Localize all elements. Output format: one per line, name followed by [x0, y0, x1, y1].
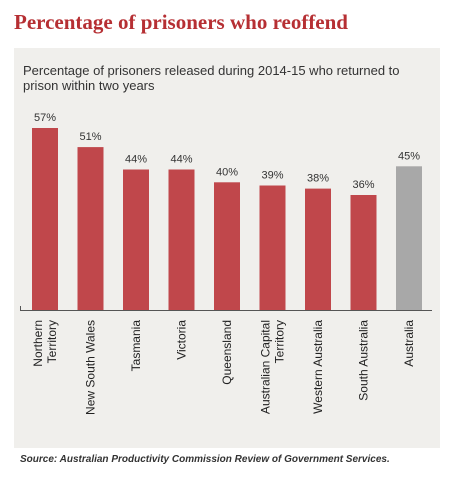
- chart-title: Percentage of prisoners who reoffend: [14, 10, 348, 34]
- bar-south-australia: [350, 195, 377, 310]
- data-label: 40%: [216, 166, 238, 178]
- source-note: Source: Australian Productivity Commissi…: [20, 454, 390, 465]
- chart-subtitle: Percentage of prisoners released during …: [23, 63, 400, 93]
- data-label: 44%: [125, 154, 147, 166]
- bar-new-south-wales: [77, 147, 104, 310]
- category-label: Australia: [402, 320, 416, 367]
- data-label: 57%: [34, 112, 56, 124]
- category-label: Northern Territory: [31, 320, 59, 367]
- category-label-line: Tasmania: [129, 320, 143, 372]
- category-label: Australian Capital Territory: [259, 320, 287, 414]
- category-label: Western Australia: [311, 320, 325, 414]
- data-label: 51%: [79, 131, 101, 143]
- bar-western-australia: [305, 188, 331, 310]
- category-label: Tasmania: [129, 320, 143, 372]
- category-label: South Australia: [357, 320, 371, 401]
- data-label: 38%: [307, 173, 329, 185]
- category-label-line: Territory: [273, 320, 287, 363]
- category-label-line: Queensland: [220, 320, 234, 385]
- category-label-line: Victoria: [175, 320, 189, 360]
- category-label-line: South Australia: [357, 320, 371, 401]
- bar-queensland: [214, 182, 240, 310]
- category-label-line: Territory: [45, 320, 59, 363]
- data-label: 36%: [352, 179, 374, 191]
- category-label-line: Australian Capital: [259, 320, 273, 414]
- category-label: Queensland: [220, 320, 234, 385]
- data-label: 44%: [170, 154, 192, 166]
- category-label-line: New South Wales: [84, 320, 98, 415]
- bar-australia: [396, 166, 422, 310]
- category-label-line: Western Australia: [311, 320, 325, 414]
- category-label-line: Australia: [402, 320, 416, 367]
- bar-tasmania: [123, 169, 149, 310]
- data-label: 45%: [398, 150, 420, 162]
- data-label: 39%: [261, 170, 283, 182]
- bar-australian-capital-territory: [259, 185, 286, 310]
- bar-victoria: [168, 169, 195, 310]
- category-label: Victoria: [175, 320, 189, 360]
- category-label: New South Wales: [84, 320, 98, 415]
- bar-northern-territory: [32, 128, 58, 310]
- category-label-line: Northern: [31, 320, 45, 367]
